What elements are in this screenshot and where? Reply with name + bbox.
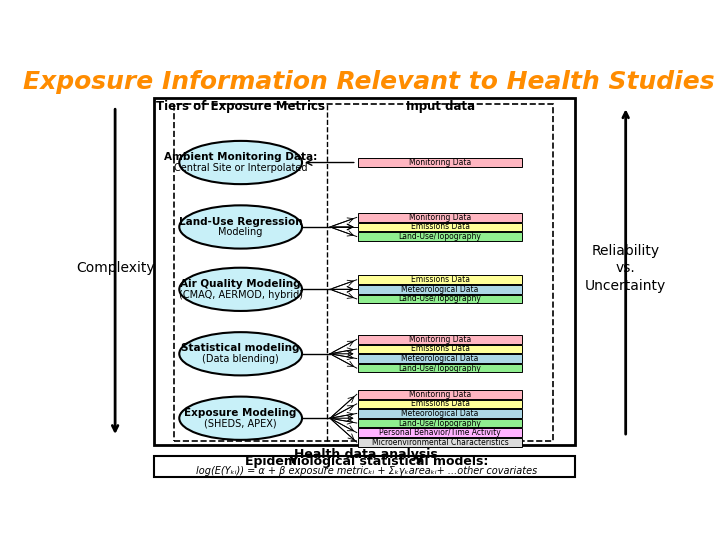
Ellipse shape xyxy=(179,141,302,184)
Text: Central Site or Interpolated: Central Site or Interpolated xyxy=(174,163,307,173)
Bar xyxy=(358,390,523,399)
Ellipse shape xyxy=(179,268,302,311)
Text: Land-Use/Topography: Land-Use/Topography xyxy=(399,363,482,373)
Bar xyxy=(358,400,523,408)
Bar xyxy=(154,456,575,477)
Bar xyxy=(174,104,553,441)
Text: Reliability: Reliability xyxy=(592,244,660,258)
Text: Emissions Data: Emissions Data xyxy=(410,275,469,284)
Text: Tiers of Exposure Metrics: Tiers of Exposure Metrics xyxy=(156,100,325,113)
Text: Monitoring Data: Monitoring Data xyxy=(409,390,472,399)
Text: (CMAQ, AERMOD, hybrid): (CMAQ, AERMOD, hybrid) xyxy=(179,290,302,300)
Bar xyxy=(358,418,523,427)
Text: Monitoring Data: Monitoring Data xyxy=(409,158,472,167)
Text: Personal Behavior/Time Activity: Personal Behavior/Time Activity xyxy=(379,428,501,437)
Text: vs.: vs. xyxy=(616,261,636,275)
Text: Land-Use/Topography: Land-Use/Topography xyxy=(399,294,482,303)
Bar xyxy=(358,294,523,303)
Text: Statistical modeling: Statistical modeling xyxy=(181,343,300,353)
Text: Modeling: Modeling xyxy=(218,227,263,238)
Text: Land-Use/Topography: Land-Use/Topography xyxy=(399,418,482,428)
Text: Ambient Monitoring Data:: Ambient Monitoring Data: xyxy=(164,152,318,162)
Bar xyxy=(358,428,523,437)
Bar xyxy=(358,345,523,353)
Text: Meteorological Data: Meteorological Data xyxy=(402,409,479,418)
Text: Monitoring Data: Monitoring Data xyxy=(409,335,472,344)
Bar xyxy=(358,409,523,418)
Text: Input data: Input data xyxy=(405,100,474,113)
Text: Microenvironmental Characteristics: Microenvironmental Characteristics xyxy=(372,437,508,447)
Bar xyxy=(358,232,523,241)
Text: log(E(Yₖᵢ)) = α + β exposure metricₖᵢ + Σₖγₖareaₖᵢ+ ...other covariates: log(E(Yₖᵢ)) = α + β exposure metricₖᵢ + … xyxy=(196,466,537,476)
Bar xyxy=(358,285,523,294)
Bar xyxy=(358,213,523,222)
Text: Meteorological Data: Meteorological Data xyxy=(402,354,479,363)
Bar xyxy=(358,158,523,167)
Text: Complexity: Complexity xyxy=(76,260,154,274)
Text: Emissions Data: Emissions Data xyxy=(410,400,469,408)
Text: Air Quality Modeling: Air Quality Modeling xyxy=(180,279,301,289)
Bar xyxy=(358,438,523,447)
Text: Meteorological Data: Meteorological Data xyxy=(402,285,479,294)
Text: Health data analysis: Health data analysis xyxy=(294,448,438,461)
Bar xyxy=(358,222,523,231)
Bar xyxy=(358,335,523,344)
Text: Epidemiological statistical models:: Epidemiological statistical models: xyxy=(245,455,488,468)
Text: Land-Use Regression: Land-Use Regression xyxy=(179,217,302,227)
Bar xyxy=(154,98,575,446)
Text: Exposure Information Relevant to Health Studies: Exposure Information Relevant to Health … xyxy=(23,70,715,94)
Text: Emissions Data: Emissions Data xyxy=(410,345,469,354)
Text: (Data blending): (Data blending) xyxy=(202,354,279,364)
Bar xyxy=(358,354,523,363)
Text: Exposure Modeling: Exposure Modeling xyxy=(184,408,297,418)
Text: (SHEDS, APEX): (SHEDS, APEX) xyxy=(204,418,277,429)
Ellipse shape xyxy=(179,396,302,440)
Text: Emissions Data: Emissions Data xyxy=(410,222,469,232)
Ellipse shape xyxy=(179,332,302,375)
Text: Monitoring Data: Monitoring Data xyxy=(409,213,472,222)
Bar xyxy=(358,364,523,373)
Ellipse shape xyxy=(179,205,302,248)
Text: Uncertainty: Uncertainty xyxy=(585,279,666,293)
Bar xyxy=(358,275,523,284)
Text: Land-Use/Topography: Land-Use/Topography xyxy=(399,232,482,241)
